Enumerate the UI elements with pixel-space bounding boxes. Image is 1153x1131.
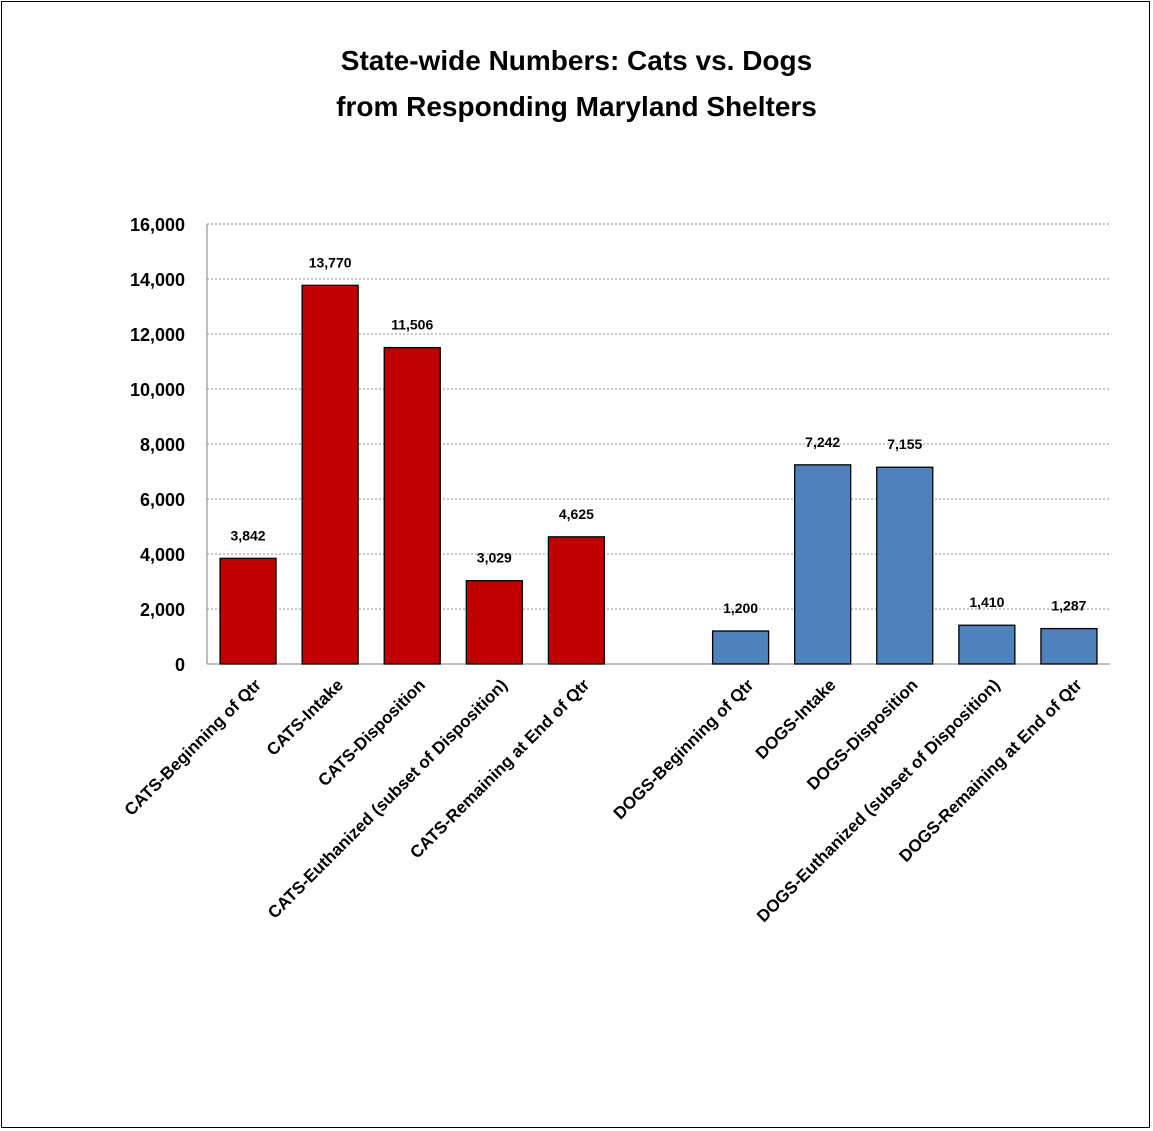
chart-title-line-1: State-wide Numbers: Cats vs. Dogs bbox=[340, 45, 813, 76]
bar bbox=[876, 466, 934, 665]
data-label: 3,029 bbox=[477, 550, 512, 566]
bar bbox=[794, 464, 852, 665]
data-label: 7,242 bbox=[805, 434, 840, 450]
bar bbox=[958, 624, 1016, 665]
bar bbox=[465, 580, 523, 665]
bar bbox=[711, 630, 770, 665]
y-tick-label: 12,000 bbox=[130, 325, 185, 345]
data-label: 1,410 bbox=[969, 594, 1004, 610]
bar bbox=[301, 284, 359, 665]
x-tick-label: CATS-Intake bbox=[263, 675, 347, 759]
y-tick-label: 14,000 bbox=[130, 270, 185, 290]
bar bbox=[1040, 627, 1098, 665]
x-tick-label: DOGS-Beginning of Qtr bbox=[610, 675, 758, 823]
y-tick-label: 0 bbox=[175, 655, 185, 675]
data-label: 13,770 bbox=[309, 254, 352, 270]
y-tick-label: 4,000 bbox=[140, 545, 185, 565]
data-label: 7,155 bbox=[887, 436, 922, 452]
x-tick-label: CATS-Beginning of Qtr bbox=[121, 675, 265, 819]
x-tick-label: CATS-Remaining at End of Qtr bbox=[406, 675, 593, 862]
y-tick-label: 2,000 bbox=[140, 600, 185, 620]
y-tick-label: 10,000 bbox=[130, 380, 185, 400]
data-label: 3,842 bbox=[231, 527, 266, 543]
chart-title-line-2: from Responding Maryland Shelters bbox=[336, 91, 817, 122]
y-tick-label: 8,000 bbox=[140, 435, 185, 455]
bar bbox=[547, 536, 606, 665]
data-label: 4,625 bbox=[559, 506, 594, 522]
x-tick-label: DOGS-Remaining at End of Qtr bbox=[895, 675, 1086, 866]
y-tick-label: 6,000 bbox=[140, 490, 185, 510]
x-tick-label: DOGS-Intake bbox=[752, 675, 840, 763]
bar bbox=[219, 557, 277, 665]
bar bbox=[383, 346, 441, 665]
data-label: 1,287 bbox=[1051, 598, 1086, 614]
data-label: 1,200 bbox=[723, 600, 758, 616]
data-label: 11,506 bbox=[391, 317, 433, 333]
y-tick-label: 16,000 bbox=[130, 215, 185, 235]
